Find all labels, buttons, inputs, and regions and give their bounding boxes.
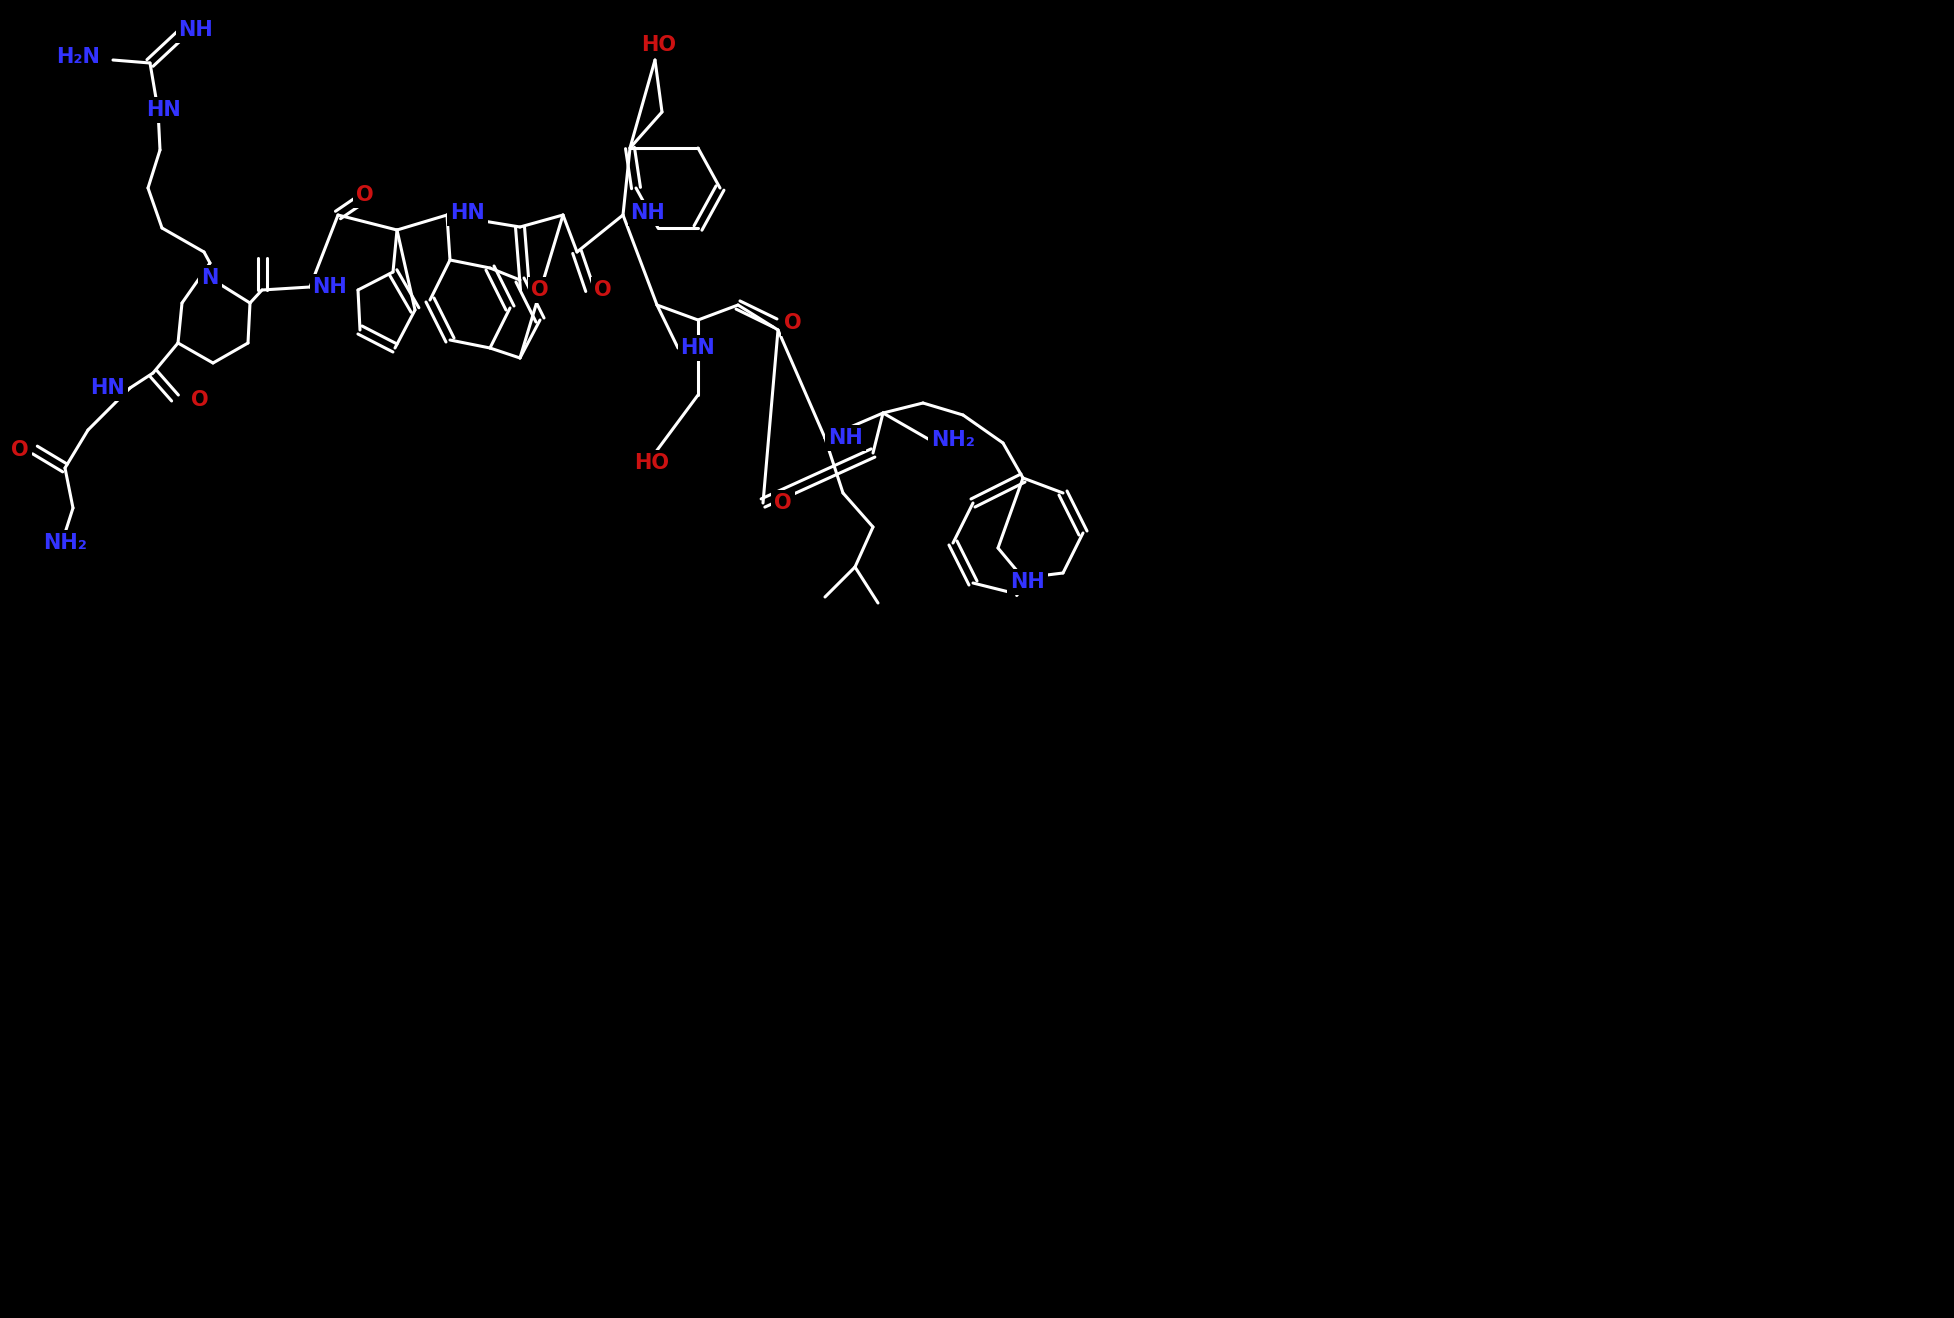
Text: NH: NH	[313, 277, 348, 297]
Text: H₂N: H₂N	[57, 47, 100, 67]
Text: NH₂: NH₂	[43, 532, 86, 554]
Text: NH: NH	[1010, 572, 1043, 592]
Text: HN: HN	[147, 100, 180, 120]
Text: HO: HO	[641, 36, 676, 55]
Text: O: O	[191, 390, 209, 410]
Text: O: O	[774, 493, 791, 513]
Text: NH₂: NH₂	[930, 430, 975, 449]
Text: HN: HN	[449, 203, 485, 223]
Text: O: O	[784, 312, 801, 333]
Text: N: N	[201, 268, 219, 289]
Text: NH: NH	[828, 428, 862, 448]
Text: O: O	[12, 440, 29, 460]
Text: NH: NH	[631, 203, 666, 223]
Text: O: O	[531, 279, 549, 301]
Text: NH: NH	[178, 20, 213, 40]
Text: HN: HN	[680, 337, 715, 358]
Text: O: O	[356, 185, 373, 206]
Text: HO: HO	[635, 453, 670, 473]
Text: HN: HN	[90, 378, 125, 398]
Text: O: O	[594, 279, 612, 301]
